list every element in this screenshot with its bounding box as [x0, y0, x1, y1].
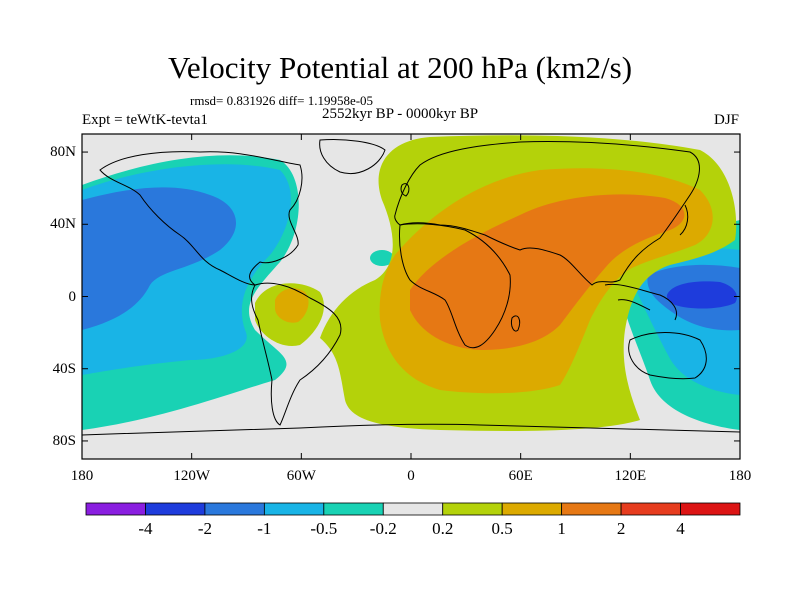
coast-madagascar [511, 315, 521, 332]
coast-british-isles [400, 183, 410, 197]
coast-australia [628, 332, 707, 380]
contour-neg-small-atlantic [370, 250, 394, 266]
colorbar-swatch [263, 502, 325, 516]
colorbar-swatch [145, 502, 206, 516]
lon-tick-label: 120E [614, 468, 647, 484]
colorbar-swatch [680, 502, 741, 516]
longitude-tickmarks [81, 134, 741, 459]
colorbar-level-label: -0.5 [310, 519, 338, 538]
colorbar-level-label: -0.2 [369, 519, 397, 538]
coast-antarctica [82, 423, 740, 436]
contour-neg-east-core [666, 281, 737, 309]
lon-tick-label: 60W [286, 468, 316, 484]
colorbar-level-label: -2 [197, 519, 212, 538]
contour-pos-south-america-inner [275, 288, 309, 323]
coast-japan [679, 204, 689, 236]
colorbar-level-label: 2 [616, 519, 626, 538]
colorbar-level-label: -4 [138, 519, 153, 538]
lon-tick-label: 180 [728, 468, 752, 484]
lat-tick-label: 0 [68, 288, 77, 305]
colorbar-level-label: 4 [676, 519, 685, 538]
coast-eurasia [394, 141, 700, 286]
lat-tick-label: 80N [50, 144, 76, 161]
lon-tick-label: 60E [508, 468, 533, 484]
plot-title: Velocity Potential at 200 hPa (km2/s) [167, 50, 633, 85]
colorbar-swatch [442, 502, 503, 516]
latitude-tickmarks [82, 151, 740, 442]
colorbar-swatch [323, 502, 384, 516]
coastlines [82, 139, 740, 436]
lat-tick-label: 40S [52, 360, 76, 377]
colorbar-swatch [204, 502, 265, 516]
lon-tick-label: 120W [173, 468, 210, 484]
coast-africa [399, 223, 511, 349]
contour-field [82, 134, 740, 459]
colorbar-swatch [561, 502, 622, 516]
coast-maritime-continent [604, 283, 677, 321]
colorbar [85, 502, 741, 516]
lon-tick-label: 180 [70, 468, 94, 484]
colorbar-level-label: 0.2 [432, 519, 454, 538]
experiment-label: Expt = teWtK-tevta1 [82, 112, 208, 128]
colorbar-swatch [85, 502, 146, 516]
colorbar-swatch [382, 502, 444, 516]
contour-neg-west-inner [82, 187, 237, 330]
period-label: 2552kyr BP - 0000kyr BP [321, 106, 479, 122]
coast-north-america [99, 151, 303, 286]
colorbar-level-label: -1 [257, 519, 272, 538]
colorbar-level-label: 1 [557, 519, 566, 538]
lat-tick-label: 40N [50, 216, 76, 233]
colorbar-level-label: 0.5 [491, 519, 513, 538]
coast-greenland [319, 139, 386, 174]
contour-pos-inner [410, 194, 685, 350]
colorbar-swatch [620, 502, 681, 516]
lat-tick-label: 80S [52, 432, 76, 449]
coast-south-america [251, 282, 342, 426]
stats-line: rmsd= 0.831926 diff= 1.19958e-05 [190, 93, 374, 108]
season-label: DJF [713, 112, 739, 128]
colorbar-swatch [501, 502, 563, 516]
lon-tick-label: 0 [407, 468, 415, 484]
